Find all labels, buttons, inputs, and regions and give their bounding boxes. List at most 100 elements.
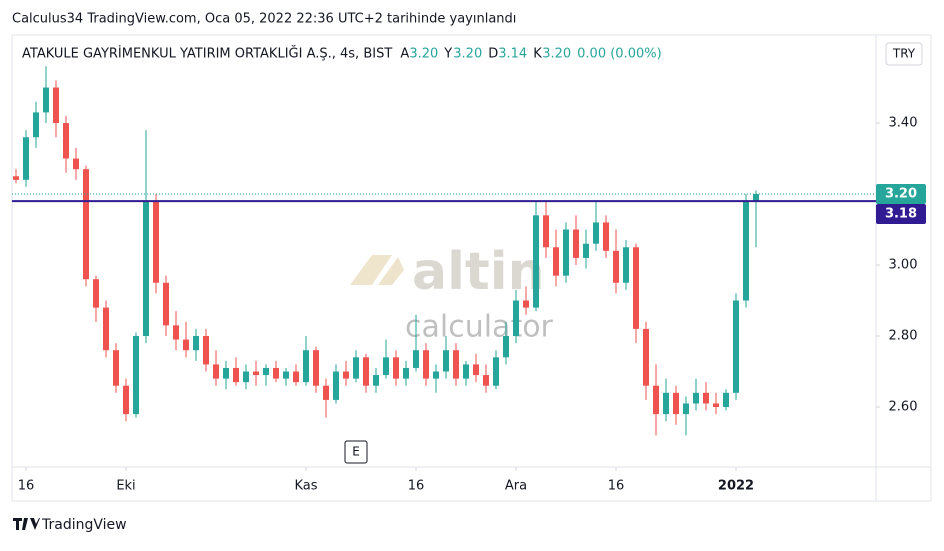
price-label: 3.18 xyxy=(885,207,917,222)
candle-body xyxy=(753,194,759,202)
candle-body xyxy=(303,350,309,383)
candle-body xyxy=(593,222,599,244)
candle-body xyxy=(673,392,679,415)
y-tick-label: 2.60 xyxy=(889,400,918,415)
legend-value: 3.14 xyxy=(498,47,527,62)
x-tick-label: Eki xyxy=(116,479,135,494)
candle-body xyxy=(23,137,29,180)
candle-body xyxy=(183,339,189,351)
candle-body xyxy=(173,325,179,340)
candle-body xyxy=(743,201,749,301)
candle-body xyxy=(493,357,499,386)
candle-body xyxy=(103,307,109,351)
candle-body xyxy=(553,247,559,276)
candle-body xyxy=(243,371,249,383)
candle-body xyxy=(263,367,269,376)
candle-body xyxy=(533,215,539,308)
footer-brand: TradingView xyxy=(41,517,127,533)
candle-body xyxy=(573,229,579,258)
candle-body xyxy=(143,201,149,337)
candle-body xyxy=(333,371,339,400)
legend-key: Y xyxy=(443,47,452,62)
candle-body xyxy=(393,357,399,379)
legend-change: 0.00 (0.00%) xyxy=(577,47,662,62)
event-marker[interactable]: E xyxy=(352,445,360,459)
legend-key: D xyxy=(488,47,498,62)
x-tick-label: 16 xyxy=(608,479,625,494)
candle-body xyxy=(653,385,659,415)
candle-body xyxy=(93,279,99,308)
candle-body xyxy=(643,328,649,386)
x-tick-label: Kas xyxy=(294,479,317,494)
candle-body xyxy=(413,350,419,368)
currency: TRY xyxy=(892,47,916,61)
event-box[interactable] xyxy=(344,440,368,464)
candle-body xyxy=(63,123,69,159)
candle-body xyxy=(633,247,639,329)
y-tick-label: 3.40 xyxy=(889,116,918,131)
candle-body xyxy=(563,229,569,276)
currency-box xyxy=(885,42,923,66)
x-tick-label: 16 xyxy=(18,479,35,494)
candle-body xyxy=(323,385,329,400)
candle-body xyxy=(473,364,479,376)
candle-body xyxy=(113,350,119,386)
candle-body xyxy=(13,176,19,180)
candle-body xyxy=(43,87,49,113)
legend-value: 3.20 xyxy=(453,47,482,62)
candle-body xyxy=(433,371,439,379)
candle-body xyxy=(283,371,289,379)
candle-body xyxy=(483,375,489,386)
candle-body xyxy=(353,357,359,379)
x-tick-label: Ara xyxy=(505,479,527,494)
candle-body xyxy=(273,367,279,379)
candle-body xyxy=(123,385,129,415)
candle-body xyxy=(453,350,459,379)
candle-body xyxy=(253,371,259,376)
candle-body xyxy=(233,367,239,383)
tv-logo xyxy=(13,518,40,530)
candle-body xyxy=(33,112,39,138)
price-label-bg xyxy=(876,204,926,225)
y-tick-label: 3.00 xyxy=(889,258,918,273)
ohlc-legend: A 3.20 Y 3.20 D 3.14 K 3.20 0.00 (0.00%) xyxy=(400,47,661,62)
legend-key: K xyxy=(533,47,542,62)
candle-body xyxy=(383,357,389,376)
candle-body xyxy=(313,350,319,386)
candle-body xyxy=(713,403,719,408)
candle-body xyxy=(623,247,629,283)
watermark-sub: calculator xyxy=(405,310,554,345)
candle-body xyxy=(513,300,519,337)
x-tick-label: 2022 xyxy=(718,479,754,494)
candle-body xyxy=(703,392,709,404)
candle-body xyxy=(603,222,609,251)
candle-body xyxy=(223,367,229,379)
watermark: altin calculator xyxy=(350,242,554,345)
price-label: 3.20 xyxy=(885,187,917,202)
legend-value: 3.20 xyxy=(409,47,438,62)
candle-body xyxy=(203,336,209,365)
candle-body xyxy=(543,215,549,248)
candle-body xyxy=(213,364,219,379)
candle-body xyxy=(423,350,429,379)
candle-body xyxy=(53,87,59,124)
watermark-brand: altin xyxy=(412,242,545,302)
candle-body xyxy=(373,375,379,386)
candle-body xyxy=(463,364,469,379)
candle-body xyxy=(733,300,739,393)
candle-body xyxy=(73,158,79,170)
candle-body xyxy=(613,250,619,283)
chart-frame xyxy=(11,34,932,502)
candle-body xyxy=(343,371,349,379)
x-tick-label: 16 xyxy=(408,479,425,494)
candle-body xyxy=(133,336,139,415)
candle-body xyxy=(83,169,89,280)
candle-body xyxy=(523,300,529,308)
watermark-logo xyxy=(350,255,404,285)
candle-body xyxy=(403,367,409,379)
candle-body xyxy=(693,392,699,404)
candle-body xyxy=(293,371,299,383)
candle-body xyxy=(683,403,689,415)
candle-body xyxy=(363,357,369,386)
